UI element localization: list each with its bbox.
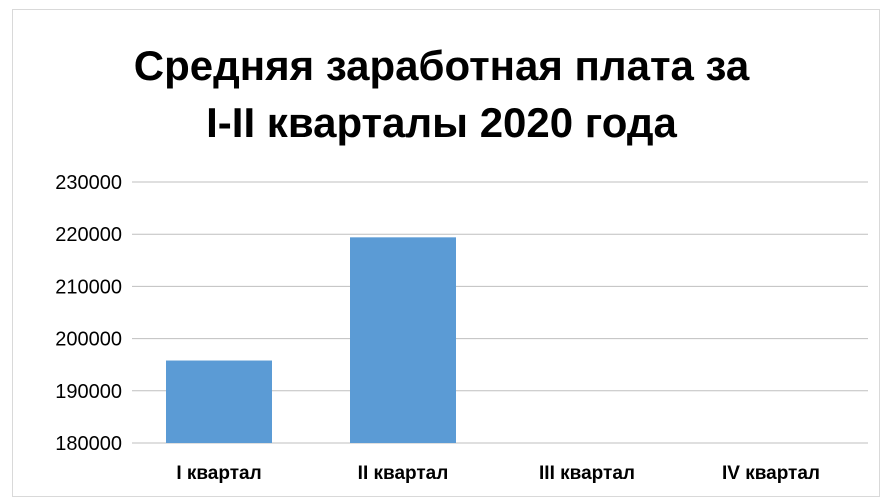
y-tick-label: 210000 bbox=[55, 276, 122, 298]
chart-title: Средняя заработная плата за I-II квартал… bbox=[0, 37, 883, 151]
x-category-label: III квартал bbox=[539, 463, 635, 484]
x-axis-category-labels: I квартал II квартал III квартал IV квартал bbox=[176, 463, 820, 484]
y-tick-label: 200000 bbox=[55, 329, 122, 351]
bar-layer bbox=[166, 237, 456, 443]
x-category-label: II квартал bbox=[358, 463, 449, 484]
y-axis-tick-labels: 180000 190000 200000 210000 220000 230000 bbox=[55, 172, 122, 455]
y-tick-label: 180000 bbox=[55, 433, 122, 455]
x-category-label: IV квартал bbox=[722, 463, 820, 484]
bar bbox=[350, 237, 456, 443]
y-tick-label: 230000 bbox=[55, 172, 122, 194]
x-category-label: I квартал bbox=[176, 463, 261, 484]
y-tick-label: 190000 bbox=[55, 381, 122, 403]
bar bbox=[166, 360, 272, 443]
grid-layer bbox=[132, 181, 868, 444]
y-tick-label: 220000 bbox=[55, 224, 122, 246]
chart-title-line-2: I-II кварталы 2020 года bbox=[206, 99, 677, 146]
chart-title-line-1: Средняя заработная плата за bbox=[133, 42, 750, 89]
